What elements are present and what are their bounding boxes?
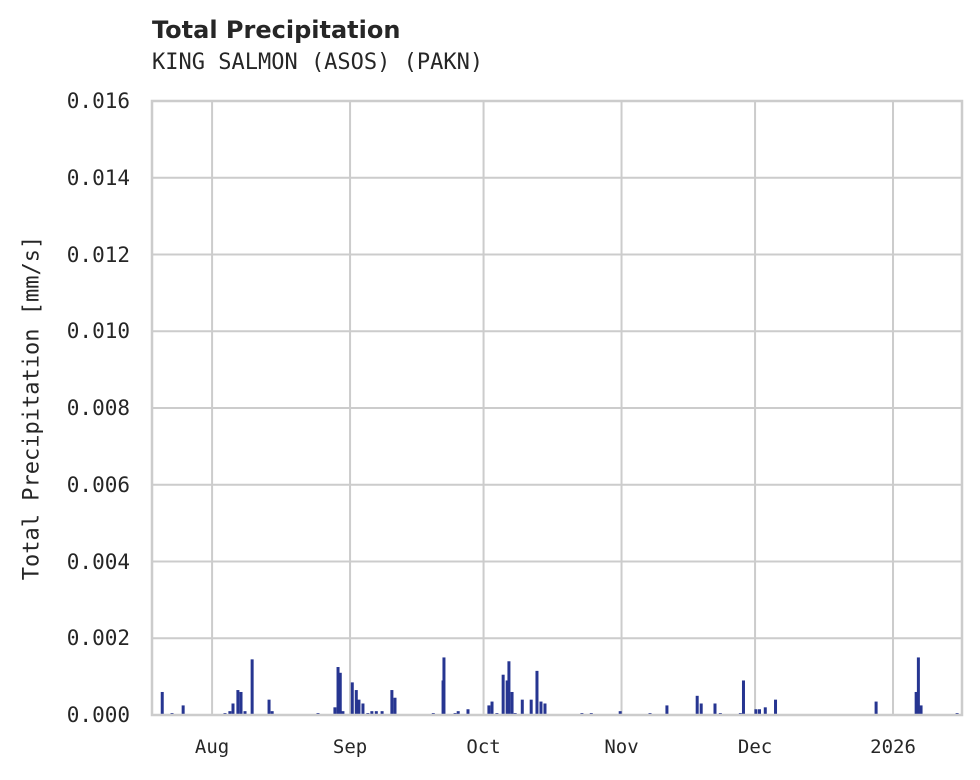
precip-bar <box>250 659 254 715</box>
y-tick-label: 0.014 <box>66 165 130 190</box>
precip-bar <box>354 690 358 715</box>
precip-bar <box>539 701 543 715</box>
precip-bar <box>529 699 533 715</box>
precip-bar <box>370 711 374 715</box>
precip-bar <box>914 691 918 715</box>
precip-bar <box>228 711 232 715</box>
precip-bar <box>874 701 878 715</box>
precip-bar <box>754 709 758 715</box>
precip-bar <box>270 711 274 715</box>
precip-bar <box>665 705 669 715</box>
x-tick-label: Nov <box>604 736 639 758</box>
precip-bar <box>543 703 547 715</box>
x-tick-label: Sep <box>332 736 368 758</box>
precip-bar <box>393 697 397 715</box>
precip-bar <box>520 699 524 715</box>
precip-bar <box>507 661 511 715</box>
precip-bar <box>490 701 494 715</box>
precip-bar <box>267 699 271 715</box>
y-tick-label: 0.016 <box>66 89 130 113</box>
precip-bar <box>510 691 514 715</box>
precip-bar <box>505 680 509 715</box>
y-tick-label: 0.008 <box>66 396 130 420</box>
precip-bar <box>442 657 446 715</box>
precip-bar <box>763 707 767 715</box>
precip-bar <box>380 711 384 715</box>
precip-bar <box>357 699 361 715</box>
precip-bar <box>916 657 920 715</box>
precip-bar <box>758 709 761 715</box>
precip-bar <box>919 705 923 715</box>
precip-bar <box>361 703 365 715</box>
precip-bar <box>535 670 539 715</box>
precip-bar <box>699 703 703 715</box>
precip-bar <box>466 709 470 715</box>
precip-bar <box>181 705 185 715</box>
precip-bar <box>774 699 778 715</box>
chart-title: Total Precipitation <box>152 16 401 44</box>
x-tick-label: Dec <box>737 736 773 758</box>
precip-bar <box>341 711 345 715</box>
x-tick-label: Oct <box>466 736 501 758</box>
precip-bar <box>236 690 240 715</box>
precip-bar <box>618 711 622 715</box>
precip-bar <box>338 672 342 715</box>
x-tick-label: 2026 <box>870 736 916 758</box>
precip-bar <box>333 707 337 715</box>
precip-bar <box>741 680 745 715</box>
precip-bar <box>390 690 394 715</box>
y-tick-label: 0.002 <box>66 626 130 651</box>
plot-frame <box>150 99 964 717</box>
precip-bar <box>350 682 354 715</box>
y-tick-label: 0.004 <box>66 549 130 574</box>
y-tick-label: 0.010 <box>66 319 130 344</box>
precip-bar <box>487 705 491 715</box>
y-tick-label: 0.000 <box>66 703 130 727</box>
y-tick-label: 0.012 <box>66 242 130 267</box>
x-tick-label: Aug <box>194 736 230 758</box>
precip-bar <box>456 711 460 715</box>
chart-subtitle: KING SALMON (ASOS) (PAKN) <box>152 50 484 75</box>
precip-bar <box>501 674 505 715</box>
precip-bar <box>231 703 235 715</box>
precip-bar <box>239 691 243 715</box>
precip-bar <box>713 703 717 715</box>
y-tick-label: 0.006 <box>66 472 130 497</box>
precip-bar <box>243 711 247 715</box>
precip-bar <box>695 695 699 715</box>
precip-bar <box>374 711 378 715</box>
precip-bar <box>160 691 164 715</box>
precip-bar <box>336 667 340 715</box>
